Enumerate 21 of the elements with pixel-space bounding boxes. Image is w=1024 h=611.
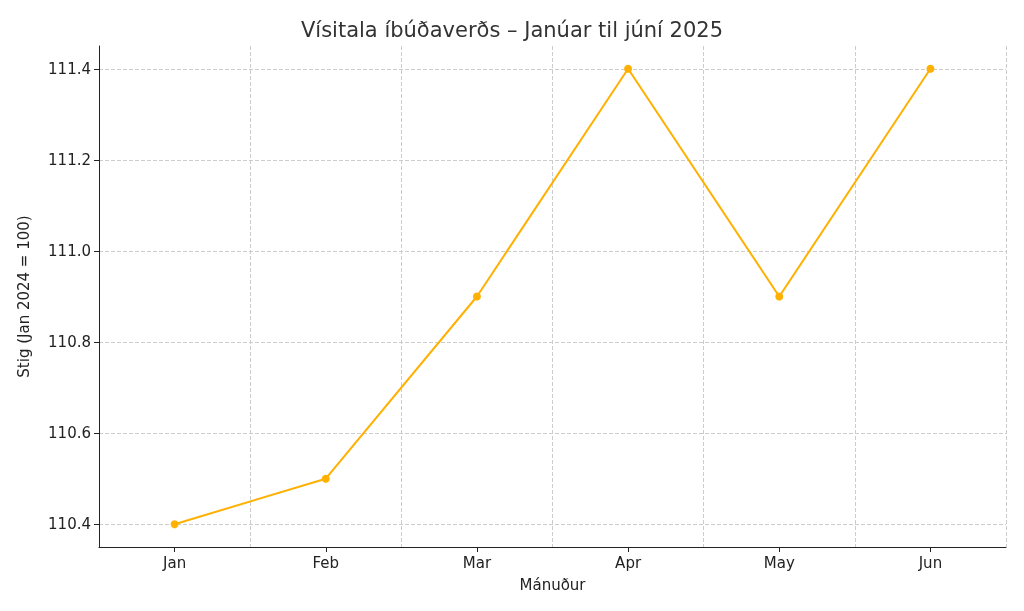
x-tick-label: Apr bbox=[615, 553, 642, 572]
y-tick-label: 111.4 bbox=[48, 59, 91, 78]
chart-title: Vísitala íbúðaverðs – Janúar til júní 2025 bbox=[300, 17, 724, 42]
point bbox=[926, 64, 935, 73]
x-tick-label: May bbox=[763, 553, 795, 572]
y-tick-label: 111.2 bbox=[48, 150, 91, 169]
y-axis-title: Stig (Jan 2024 = 100) bbox=[14, 215, 33, 378]
point bbox=[321, 474, 330, 483]
point bbox=[170, 520, 179, 529]
x-tick-label: Feb bbox=[312, 553, 340, 572]
y-tick-label: 111.0 bbox=[48, 241, 91, 260]
point bbox=[472, 292, 481, 301]
x-tick-label: Mar bbox=[462, 553, 492, 572]
y-tick-label: 110.8 bbox=[48, 333, 91, 352]
y-tick-label: 110.4 bbox=[48, 515, 91, 534]
point bbox=[775, 292, 784, 301]
x-axis-title: Mánuður bbox=[519, 575, 587, 594]
x-tick-label: Jun bbox=[917, 553, 943, 572]
y-tick-label: 110.6 bbox=[48, 424, 91, 443]
point bbox=[624, 64, 633, 73]
x-tick-label: Jan bbox=[162, 553, 187, 572]
